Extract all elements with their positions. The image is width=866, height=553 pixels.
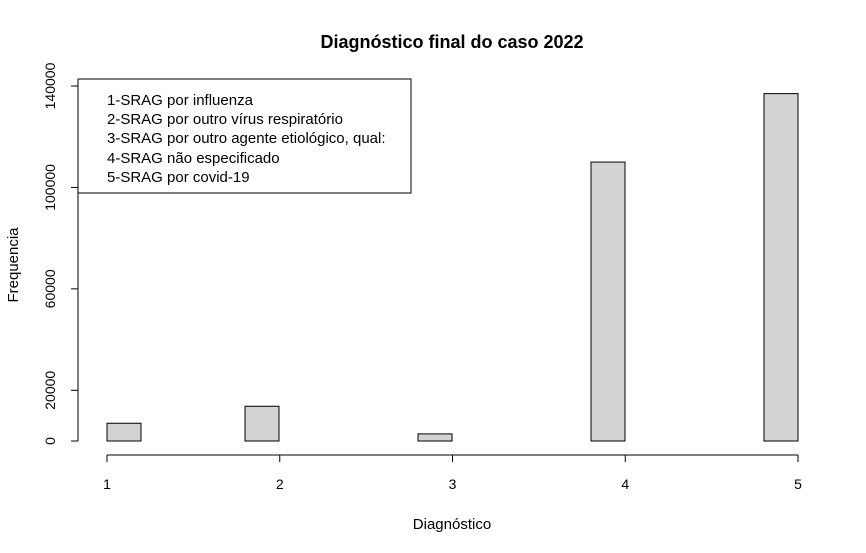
legend: 1-SRAG por influenza 2-SRAG por outro ví… [77, 78, 412, 194]
legend-box [77, 78, 412, 194]
x-tick-label: 3 [449, 476, 457, 492]
legend-entry: 2-SRAG por outro vírus respiratório [107, 111, 343, 128]
bars-group [106, 93, 799, 442]
y-tick-label: 140000 [42, 62, 58, 109]
chart-title: Diagnóstico final do caso 2022 [320, 32, 583, 52]
bar-5 [763, 93, 799, 442]
bar-3 [417, 433, 453, 442]
x-tick-label: 5 [794, 476, 802, 492]
y-axis-label: Frequencia [5, 227, 22, 303]
y-tick-label: 100000 [42, 164, 58, 211]
y-ticks-group: 0 20000 60000 100000 140000 [42, 62, 78, 445]
x-tick-label: 4 [621, 476, 629, 492]
x-axis-label: Diagnóstico [413, 516, 491, 533]
y-tick-label: 20000 [42, 371, 58, 410]
bar-4 [590, 161, 626, 442]
bar-1 [106, 422, 142, 442]
legend-entry: 4-SRAG não especificado [107, 150, 280, 167]
bar-2 [244, 405, 280, 442]
legend-entry: 3-SRAG por outro agente etiológico, qual… [107, 130, 386, 147]
x-tick-label: 2 [276, 476, 284, 492]
x-ticks-group: 1 2 3 4 5 [103, 455, 802, 492]
legend-entry: 1-SRAG por influenza [107, 92, 254, 109]
y-tick-label: 0 [42, 437, 58, 445]
y-tick-label: 60000 [42, 269, 58, 308]
x-tick-label: 1 [103, 476, 111, 492]
legend-entry: 5-SRAG por covid-19 [107, 169, 250, 186]
